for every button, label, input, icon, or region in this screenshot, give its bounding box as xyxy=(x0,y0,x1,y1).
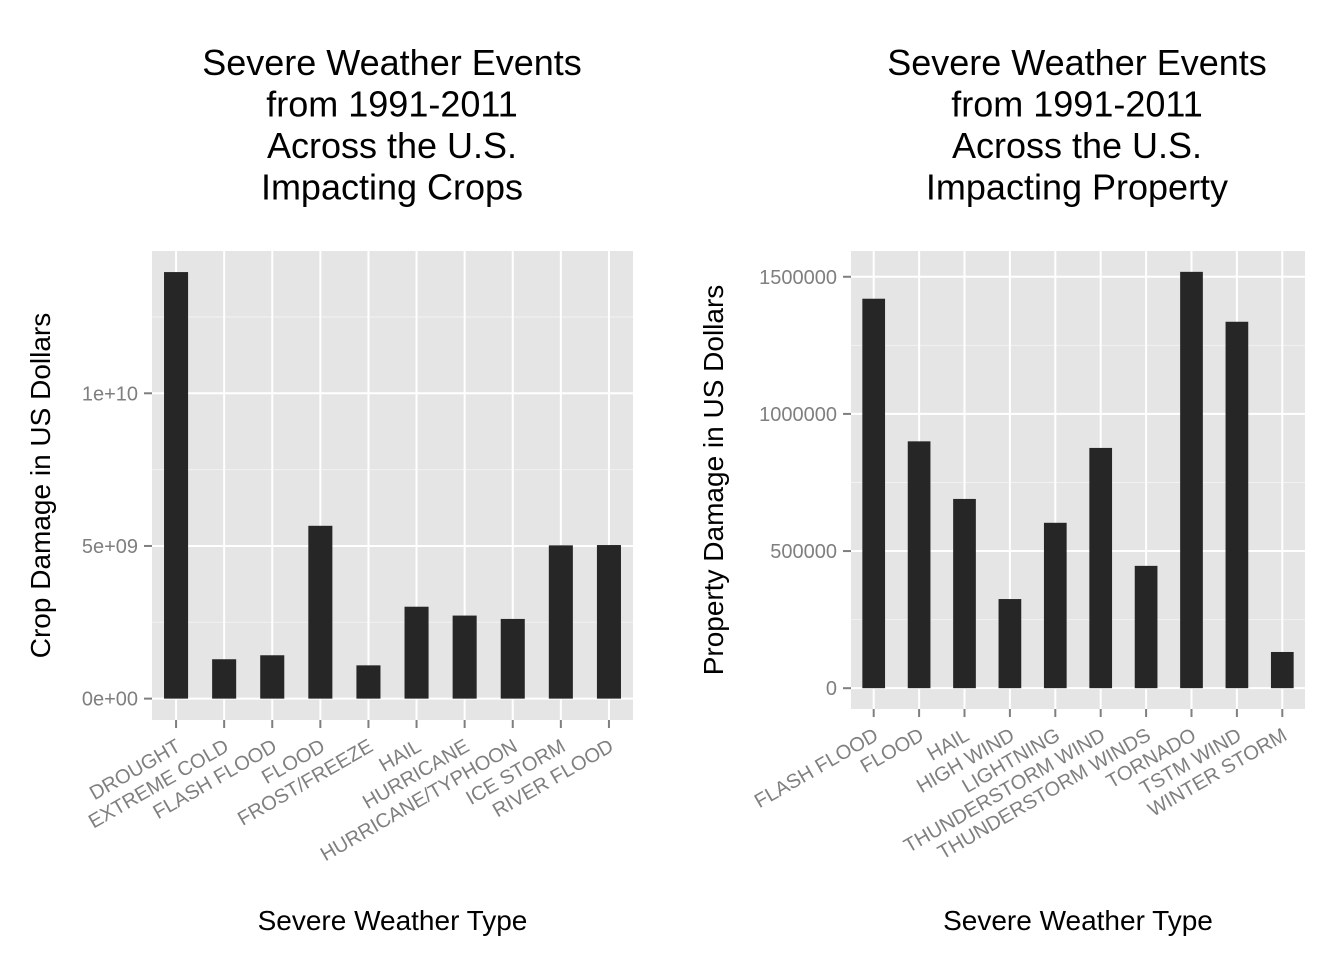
bar-lightning xyxy=(1043,522,1067,689)
bar-frost-freeze xyxy=(356,665,381,699)
y-tick-label: 1000000 xyxy=(759,404,837,426)
bar-flash-flood xyxy=(862,298,886,689)
title-line: Across the U.S. xyxy=(952,125,1202,166)
bar-hail xyxy=(404,606,429,699)
x-axis-title: Severe Weather Type xyxy=(258,905,528,936)
title-line: from 1991-2011 xyxy=(951,84,1203,125)
x-axis-title: Severe Weather Type xyxy=(943,905,1213,936)
bar-hail xyxy=(953,498,976,689)
title-line: Impacting Property xyxy=(926,167,1228,208)
bar-thunderstorm-winds xyxy=(1134,565,1158,689)
bar-tstm-wind xyxy=(1225,321,1249,689)
title-line: Across the U.S. xyxy=(267,125,517,166)
title-line: Impacting Crops xyxy=(261,167,523,208)
y-axis-title: Property Damage in US Dollars xyxy=(698,285,729,676)
bar-flood xyxy=(308,525,333,699)
y-axis-title: Crop Damage in US Dollars xyxy=(25,313,56,658)
title-line: Severe Weather Events xyxy=(887,42,1267,83)
title-line: Severe Weather Events xyxy=(202,42,582,83)
bar-hurricane xyxy=(452,615,477,699)
bar-tornado xyxy=(1180,271,1203,689)
y-tick-label: 1500000 xyxy=(759,267,837,289)
bar-drought xyxy=(164,272,189,699)
chart-title: Severe Weather Events from 1991-2011 Acros… xyxy=(887,42,1267,208)
title-line: from 1991-2011 xyxy=(266,84,518,125)
bar-river-flood xyxy=(596,545,621,699)
y-tick-label: 5e+09 xyxy=(82,536,138,558)
bar-thunderstorm-wind xyxy=(1089,447,1113,689)
bar-hurricane-typhoon xyxy=(500,618,525,699)
bar-flash-flood xyxy=(260,655,285,699)
bar-high-wind xyxy=(998,599,1022,689)
y-tick-label: 0 xyxy=(826,678,837,700)
bar-ice-storm xyxy=(548,545,573,699)
chart-title: Severe Weather Events from 1991-2011 Acros… xyxy=(202,42,582,208)
bar-extreme-cold xyxy=(212,659,237,699)
y-tick-label: 500000 xyxy=(770,541,837,563)
y-tick-label: 1e+10 xyxy=(82,383,138,405)
bar-flood xyxy=(907,441,931,689)
y-tick-label: 0e+00 xyxy=(82,689,138,711)
bar-winter-storm xyxy=(1270,651,1294,689)
